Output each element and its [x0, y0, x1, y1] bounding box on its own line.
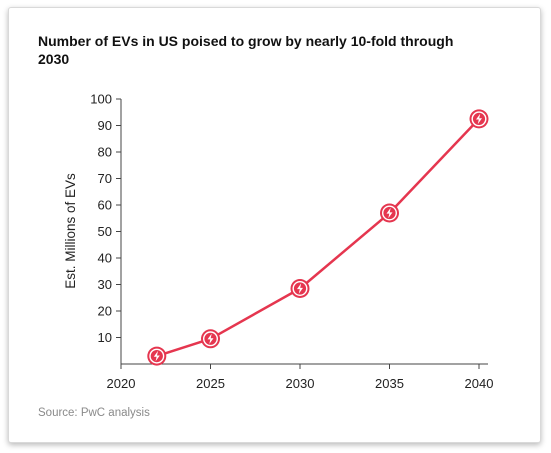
lightning-bolt-icon: [297, 283, 303, 294]
x-tick-label: 2040: [465, 376, 494, 391]
data-point-ring: [381, 205, 398, 221]
data-points: [147, 109, 489, 366]
y-tick-label: 90: [98, 118, 112, 133]
axes: [120, 99, 488, 365]
data-point-ring: [471, 111, 487, 127]
source-note: Source: PwC analysis: [38, 407, 150, 419]
series-line: [156, 118, 480, 358]
x-tick-label: 2030: [286, 376, 315, 391]
lightning-bolt-icon: [153, 350, 160, 362]
y-tick-label: 100: [90, 92, 112, 107]
y-tick-label: 10: [98, 330, 112, 345]
data-point-ring: [149, 348, 165, 364]
data-point: [469, 109, 489, 129]
y-ticks: 10 20 30 40 50 60 70 80 90 100: [90, 92, 121, 345]
y-tick-label: 30: [98, 277, 112, 292]
y-tick-label: 50: [98, 224, 112, 239]
y-tick-label: 20: [98, 304, 112, 319]
chart-card: [8, 7, 541, 443]
y-axis-label: Est. Millions of EVs: [63, 173, 78, 289]
y-tick-label: 80: [98, 145, 112, 160]
chart-title: Number of EVs in US poised to grow by ne…: [38, 33, 454, 67]
lightning-bolt-icon: [476, 113, 482, 125]
data-point: [147, 346, 167, 366]
data-point: [201, 329, 220, 349]
y-tick-label: 70: [98, 171, 112, 186]
x-tick-label: 2020: [107, 376, 136, 391]
data-point: [290, 279, 310, 298]
data-point-ring: [292, 280, 308, 297]
data-point-ring: [202, 331, 219, 347]
data-point: [380, 203, 399, 223]
lightning-bolt-icon: [386, 207, 393, 219]
y-tick-label: 40: [98, 251, 112, 266]
x-tick-label: 2025: [196, 376, 225, 391]
x-tick-label: 2035: [375, 376, 404, 391]
lightning-bolt-icon: [207, 333, 214, 344]
y-tick-label: 60: [98, 198, 112, 213]
x-ticks: 2020 2025 2030 2035 2040: [107, 364, 494, 391]
